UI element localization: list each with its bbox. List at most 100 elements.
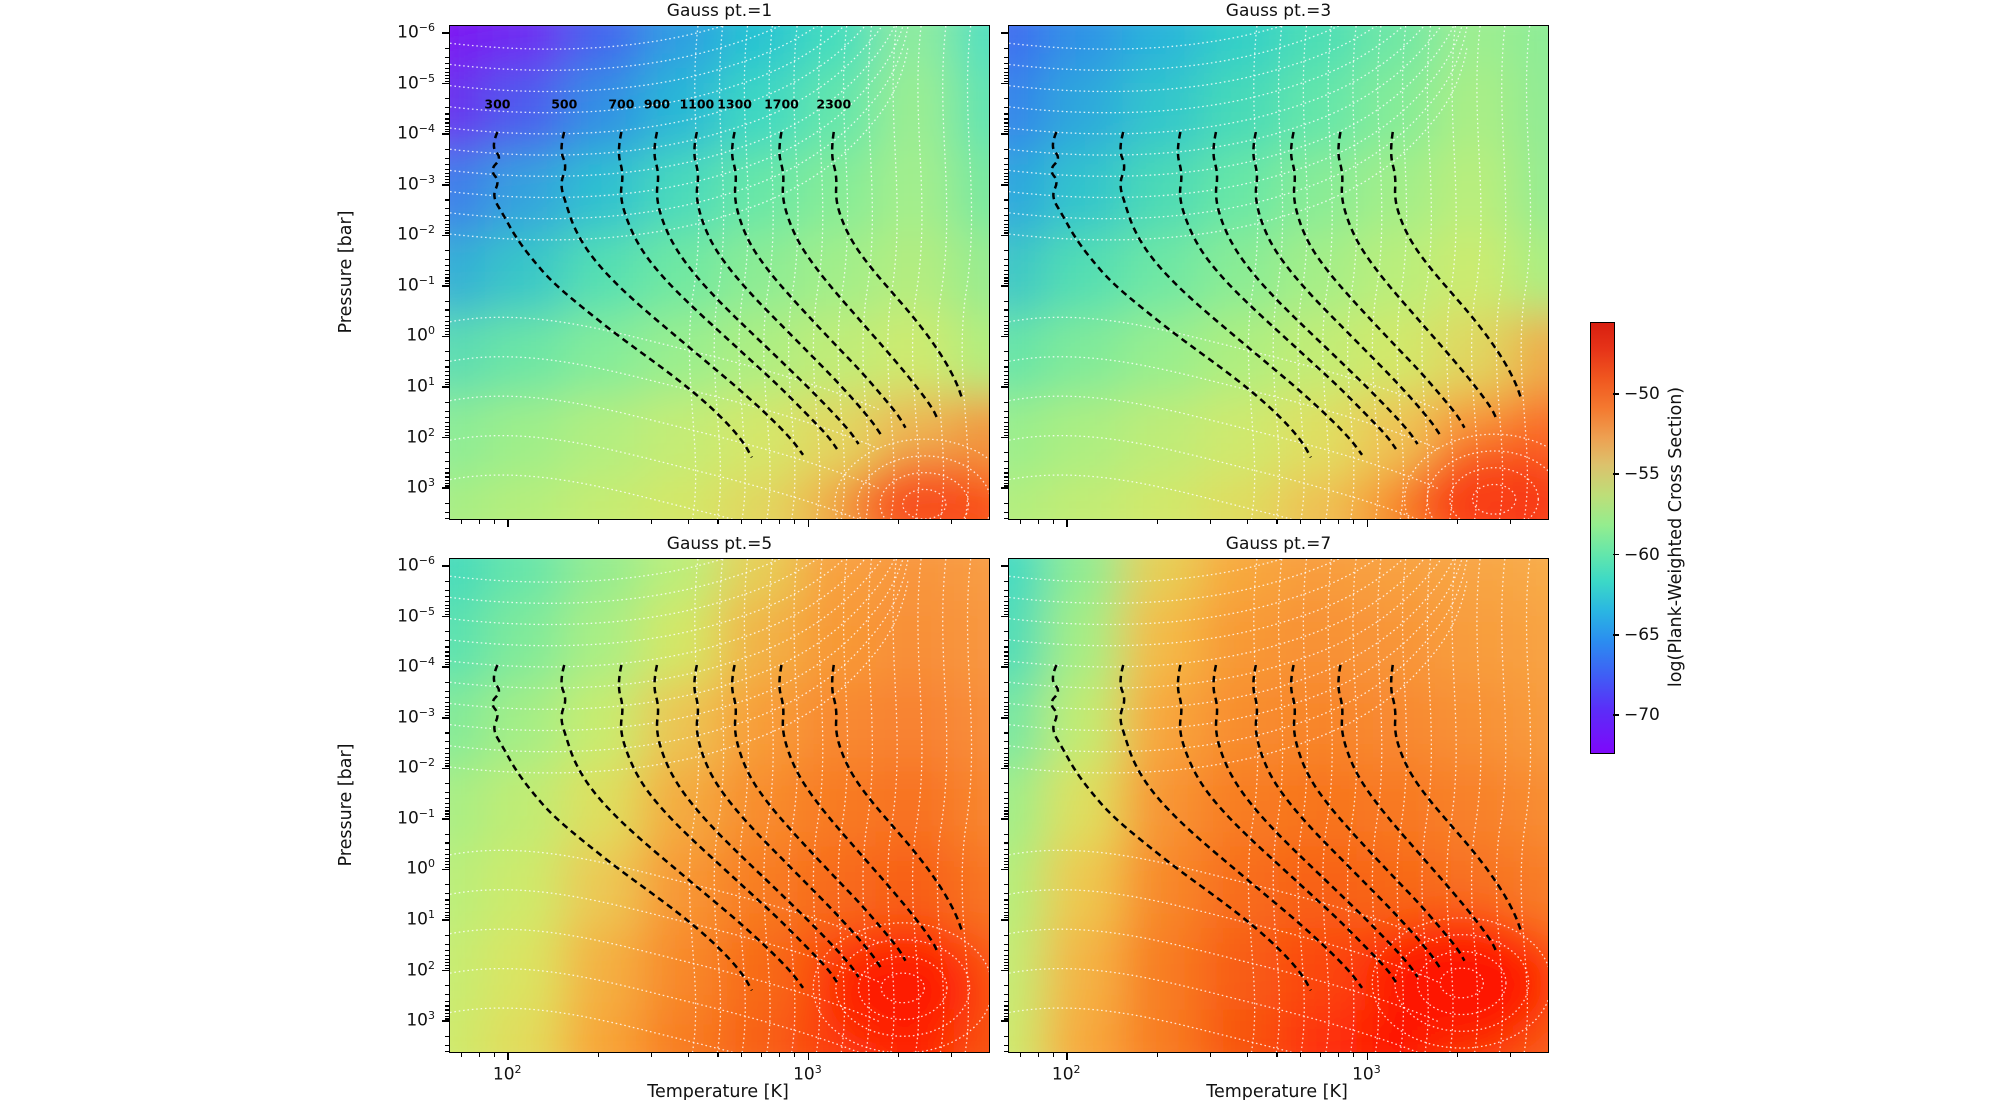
- y-minor-tick: [445, 884, 449, 886]
- y-minor-tick: [445, 265, 449, 267]
- x-minor-tick: [717, 1053, 719, 1057]
- y-minor-tick: [445, 226, 449, 229]
- y-minor-tick: [1004, 994, 1008, 996]
- y-minor-tick: [1004, 229, 1008, 231]
- y-minor-tick: [445, 646, 449, 648]
- y-major-tick: [1001, 234, 1008, 237]
- panel-gauss-7: Gauss pt.=7: [1001, 534, 1549, 1060]
- y-minor-tick: [445, 280, 449, 282]
- colorbar: [1590, 322, 1615, 754]
- y-minor-tick: [445, 1051, 449, 1053]
- x-minor-tick: [778, 1053, 780, 1057]
- y-minor-tick: [1004, 479, 1008, 481]
- y-minor-tick: [1004, 148, 1008, 150]
- y-minor-tick: [445, 917, 449, 919]
- y-minor-tick: [445, 604, 449, 606]
- y-minor-tick: [1004, 315, 1008, 317]
- y-axis-label-bottom: Pressure [bar]: [336, 743, 356, 867]
- x-tick-label: 103: [1352, 1063, 1381, 1085]
- y-minor-tick: [445, 631, 449, 633]
- x-minor-tick: [1052, 520, 1055, 524]
- y-major-tick: [1001, 82, 1008, 85]
- y-major-tick: [442, 436, 449, 439]
- y-major-tick: [442, 82, 449, 85]
- y-minor-tick: [1004, 181, 1008, 184]
- colorbar-tick: [1613, 714, 1619, 716]
- y-minor-tick: [445, 351, 449, 353]
- y-minor-tick: [1004, 861, 1008, 863]
- y-minor-tick: [1004, 282, 1008, 285]
- x-axis-label-left: Temperature [K]: [647, 1082, 789, 1100]
- y-minor-tick: [445, 756, 449, 758]
- y-minor-tick: [1004, 360, 1008, 362]
- y-major-tick: [1001, 969, 1008, 972]
- y-minor-tick: [445, 803, 449, 805]
- y-minor-tick: [1004, 631, 1008, 633]
- y-tick-label: 102: [406, 958, 435, 981]
- y-minor-tick: [1004, 853, 1008, 855]
- y-minor-tick: [445, 640, 449, 642]
- y-minor-tick: [445, 741, 449, 743]
- y-minor-tick: [445, 122, 449, 124]
- y-minor-tick: [1004, 176, 1008, 178]
- x-minor-tick: [1247, 520, 1249, 524]
- y-minor-tick: [1004, 914, 1008, 916]
- y-minor-tick: [1004, 1015, 1008, 1017]
- colorbar-tick: [1613, 634, 1619, 636]
- profile-label-1100: 1100: [679, 96, 715, 112]
- y-major-tick: [1001, 436, 1008, 439]
- y-minor-tick: [1004, 611, 1008, 613]
- y-minor-tick: [1004, 107, 1008, 109]
- y-minor-tick: [445, 752, 449, 754]
- y-minor-tick: [1004, 300, 1008, 302]
- y-minor-tick: [1004, 78, 1008, 80]
- x-minor-tick: [597, 520, 600, 524]
- x-minor-tick: [1020, 520, 1022, 524]
- y-minor-tick: [445, 1035, 449, 1038]
- y-minor-tick: [445, 848, 449, 850]
- y-minor-tick: [1004, 333, 1008, 335]
- y-minor-tick: [445, 320, 449, 322]
- x-minor-tick: [650, 520, 652, 524]
- y-minor-tick: [445, 410, 449, 412]
- y-minor-tick: [1004, 759, 1008, 762]
- y-minor-tick: [445, 658, 449, 660]
- y-minor-tick: [445, 452, 449, 454]
- y-minor-tick: [445, 661, 449, 663]
- y-minor-tick: [445, 747, 449, 749]
- y-minor-tick: [1004, 128, 1008, 130]
- x-minor-tick: [1337, 520, 1339, 524]
- y-minor-tick: [445, 1018, 449, 1020]
- y-minor-tick: [445, 179, 449, 181]
- y-tick-label: 10−4: [397, 122, 435, 144]
- y-major-tick: [1001, 565, 1008, 567]
- y-minor-tick: [1004, 429, 1008, 431]
- y-minor-tick: [1004, 351, 1008, 353]
- colorbar-tick: [1613, 553, 1619, 556]
- y-minor-tick: [445, 118, 449, 120]
- y-minor-tick: [445, 107, 449, 109]
- y-minor-tick: [1004, 277, 1008, 279]
- y-minor-tick: [1004, 608, 1008, 610]
- y-minor-tick: [1004, 258, 1008, 261]
- y-minor-tick: [445, 807, 449, 809]
- y-minor-tick: [445, 176, 449, 178]
- y-minor-tick: [445, 277, 449, 279]
- y-major-tick: [1001, 487, 1008, 490]
- x-minor-tick: [761, 1053, 763, 1057]
- y-minor-tick: [1004, 461, 1008, 463]
- y-minor-tick: [1004, 309, 1008, 311]
- y-minor-tick: [445, 131, 449, 133]
- y-minor-tick: [445, 164, 449, 166]
- x-minor-tick: [650, 1053, 652, 1057]
- y-tick-label: 10−6: [397, 554, 435, 576]
- y-minor-tick: [445, 958, 449, 961]
- x-minor-tick: [898, 520, 900, 524]
- y-tick-label: 10−4: [397, 655, 435, 677]
- y-minor-tick: [1004, 747, 1008, 749]
- x-minor-tick: [1300, 520, 1302, 524]
- y-major-tick: [442, 386, 449, 388]
- x-minor-tick: [493, 1053, 496, 1057]
- y-minor-tick: [445, 518, 449, 520]
- x-major-tick: [507, 520, 510, 527]
